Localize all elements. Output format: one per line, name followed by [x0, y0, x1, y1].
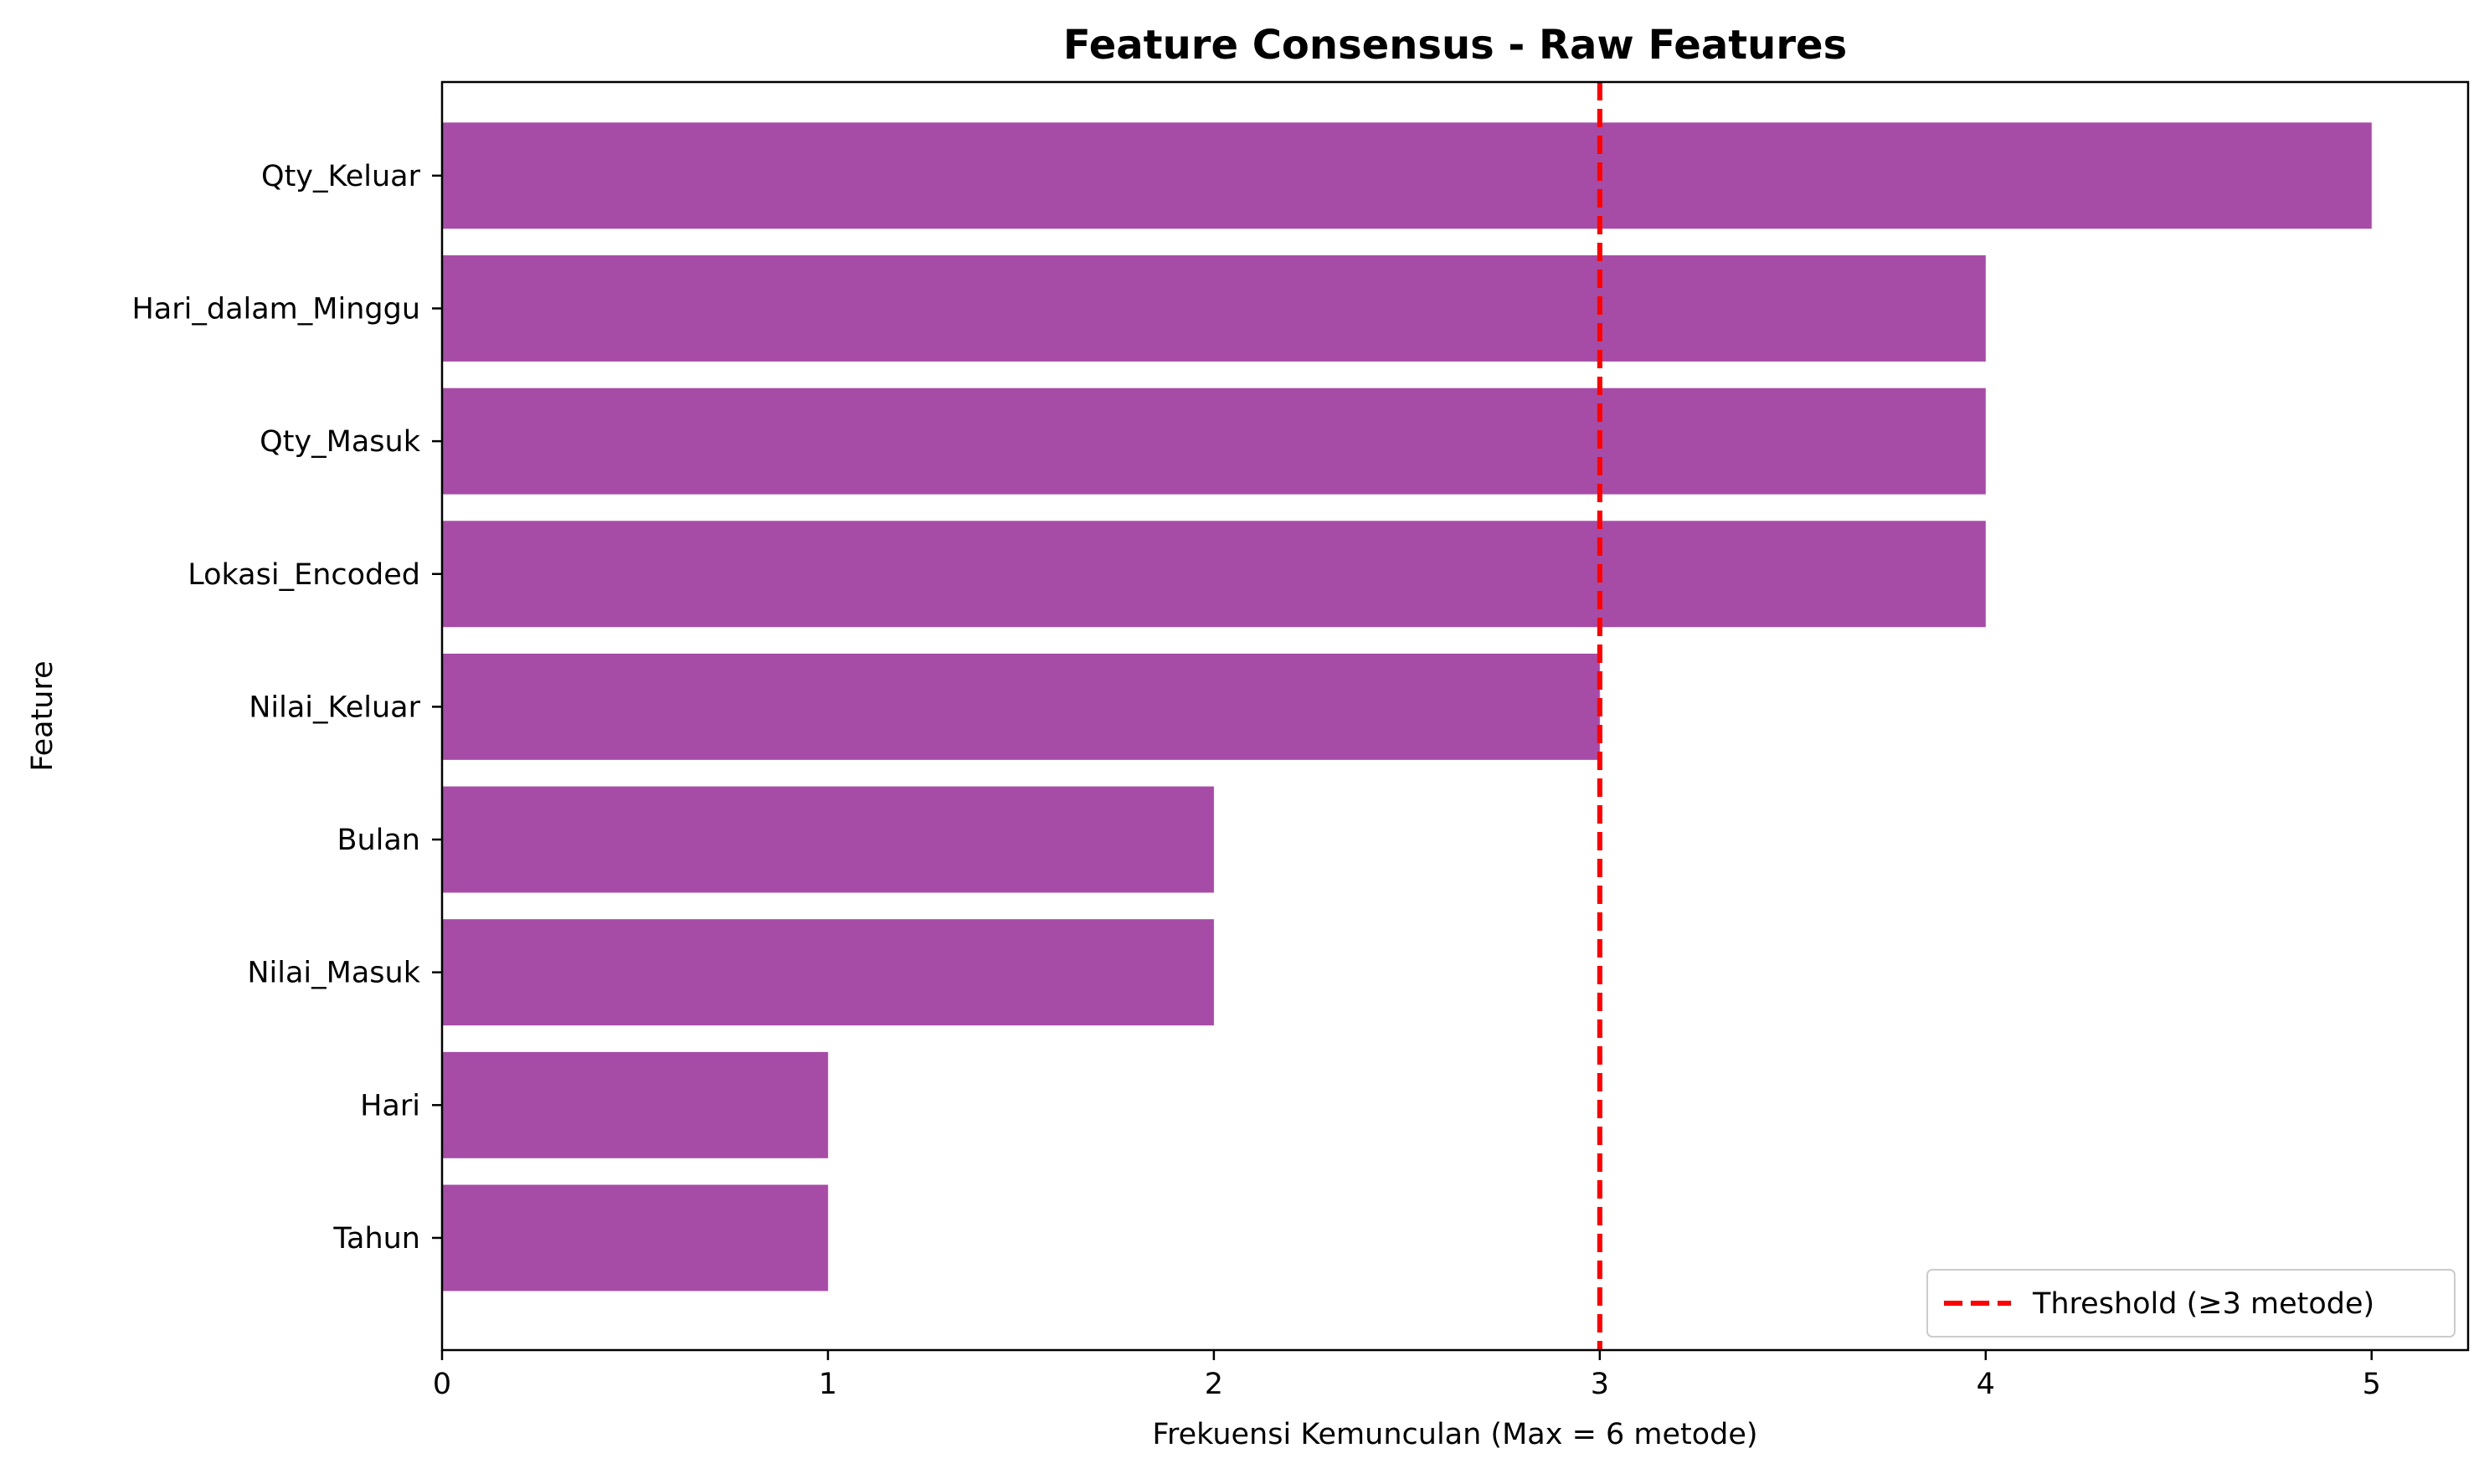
- y-tick-label: Qty_Keluar: [261, 160, 421, 193]
- y-tick-label: Hari: [360, 1089, 420, 1122]
- x-axis: 0 1 2 3 4 5: [433, 1350, 2381, 1401]
- bar-Qty_Keluar: [442, 122, 2372, 229]
- legend: Threshold (≥3 metode): [1926, 1269, 2456, 1338]
- y-tick-label: Qty_Masuk: [260, 425, 421, 459]
- x-tick-label: 3: [1591, 1368, 1609, 1401]
- bars-layer: [442, 122, 2372, 1291]
- bar-Qty_Masuk: [442, 388, 1986, 495]
- bar-Nilai_Masuk: [442, 919, 1214, 1026]
- x-tick-label: 4: [1977, 1368, 1995, 1401]
- bar-Tahun: [442, 1184, 828, 1291]
- plot-frame: [440, 80, 2470, 1352]
- bar-Hari: [442, 1051, 828, 1158]
- y-tick-label: Nilai_Keluar: [249, 691, 420, 724]
- y-axis: Qty_Keluar Hari_dalam_Minggu Qty_Masuk Loka…: [131, 160, 442, 1255]
- y-tick-label: Lokasi_Encoded: [188, 558, 420, 592]
- y-tick-label: Hari_dalam_Minggu: [131, 292, 420, 326]
- x-tick-label: 1: [819, 1368, 837, 1401]
- bar-Lokasi_Encoded: [442, 521, 1986, 628]
- chart-title: Feature Consensus - Raw Features: [1063, 22, 1847, 69]
- bar-Bulan: [442, 786, 1214, 893]
- y-tick-label: Tahun: [332, 1222, 420, 1255]
- legend-threshold-label: Threshold (≥3 metode): [2032, 1287, 2374, 1321]
- legend-box: [1926, 1269, 2456, 1338]
- x-tick-label: 2: [1205, 1368, 1223, 1401]
- x-axis-label: Frekuensi Kemunculan (Max = 6 metode): [1152, 1418, 1757, 1451]
- x-tick-label: 5: [2363, 1368, 2381, 1401]
- y-tick-label: Bulan: [337, 824, 420, 857]
- x-tick-label: 0: [433, 1368, 451, 1401]
- y-axis-label: Feature: [26, 660, 59, 771]
- bar-Hari_dalam_Minggu: [442, 255, 1986, 362]
- y-tick-label: Nilai_Masuk: [247, 957, 420, 990]
- bar-Nilai_Keluar: [442, 653, 1600, 760]
